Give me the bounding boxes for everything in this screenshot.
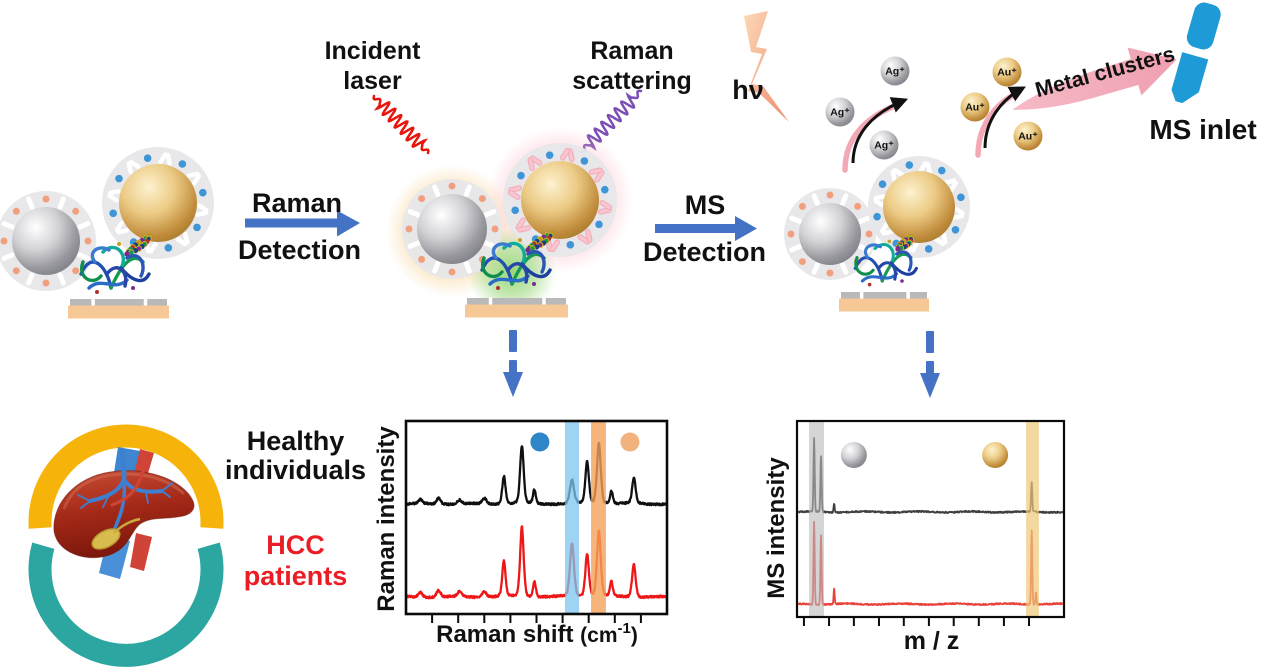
raman-y-axis-label: Raman intensity [373,426,400,612]
spectrum-trace-0 [796,437,1065,515]
ring-teal-arc [28,542,224,667]
nanoprobe-assembly-initial [0,147,214,319]
ring-yellow-arc [28,424,224,529]
gold-nanoparticle-marker [982,442,1009,468]
silver-ion-label: Ag⁺ [874,140,894,152]
liver-icon [53,447,195,579]
gold-ion-label: Au⁺ [965,102,985,114]
silver-ion-label: Ag⁺ [885,66,905,78]
spectrum-trace-1 [405,525,669,600]
highlight-band-1 [1026,421,1039,617]
raman-x-axis-sup: -1 [617,620,631,637]
incident-laser-label: Incident laser [324,37,421,95]
ms-spectra-chart [795,419,1066,626]
silver-nanoparticle-marker [840,442,867,468]
highlight-band-0 [564,421,580,614]
raman-detection-arrow [245,210,360,237]
liver-ring-icon [28,424,224,667]
ion-release-arrows [842,86,1026,173]
spectrum-trace-1 [796,520,1065,607]
gold-nanoparticle [521,161,599,239]
hv-label: hν [732,75,764,105]
ms-detection-arrow [655,216,757,241]
plot-border [795,419,1066,619]
target-protein [79,242,151,294]
gold-nanoparticle [883,171,955,243]
silver-ion-icon: Ag⁺ [880,56,910,86]
ms-x-axis-label: m / z [903,627,960,655]
ms-y-axis-label: MS intensity [763,457,790,599]
raman-result-arrow [503,330,523,397]
raman-x-axis-close: ) [630,624,638,647]
nanoprobe-assembly-raman [386,127,633,318]
target-protein [480,238,552,290]
gold-ion-icon: Au⁺ [992,57,1022,87]
metal-clusters-arrow [1012,47,1177,110]
spectrum-trace-0 [404,441,669,507]
plot-border [404,419,669,616]
raman-x-axis-label: Raman shift (cm-1) [402,620,672,649]
gold-ion-icon: Au⁺ [1013,121,1043,151]
ms-result-arrow [920,331,940,398]
raman-scattering-label: Raman scattering [572,37,692,95]
healthy-individuals-label: Healthy individuals [224,426,367,485]
ms-inlet-label: MS inlet [1149,114,1257,145]
ms-step-label-bottom: Detection [642,237,767,267]
raman-step-label-bottom: Detection [237,235,362,265]
incident-laser-beam-icon [372,94,430,155]
silver-ion-label: Ag⁺ [830,107,850,119]
raman-step-label-top: Raman [251,188,343,218]
hcc-patients-label: HCC patients [243,530,348,591]
nanoprobe-assembly-ms [784,156,970,312]
silver-ion-icon: Ag⁺ [825,97,855,127]
gold-ion-label: Au⁺ [1018,131,1038,143]
target-protein [853,239,918,287]
silver-nanoparticle [799,203,861,265]
silver-nanoparticle [417,194,487,264]
raman-spectra-chart [404,419,669,623]
hv-bolt-icon [744,11,789,122]
gold-nanoparticle [119,164,197,242]
ms-inlet-icon [1171,2,1221,104]
gold-ion-icon: Au⁺ [960,92,990,122]
ms-step-label-top: MS [684,190,726,220]
gold-ion-label: Au⁺ [997,67,1017,79]
raman-x-axis-label-main: Raman shift [436,621,574,648]
highlight-band-1 [591,421,606,614]
silver-ion-icon: Ag⁺ [869,130,899,160]
substrate [68,298,169,319]
substrate [465,297,568,318]
silver-nanoparticle [12,207,80,275]
substrate [839,291,929,312]
band-marker-dot-0 [530,432,550,452]
band-marker-dot-1 [620,432,640,452]
highlight-band-0 [809,421,824,617]
raman-x-axis-unit: (cm [580,624,618,647]
